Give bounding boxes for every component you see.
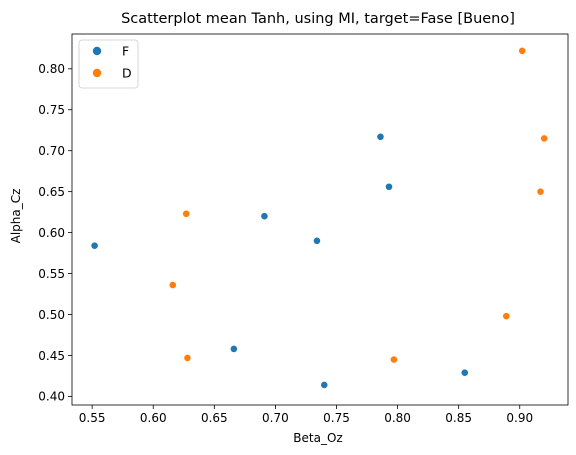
plot-marks — [90, 46, 549, 389]
point-f-2 — [260, 212, 269, 221]
point-d-1 — [182, 209, 191, 218]
x-axis-label: Beta_Oz — [293, 431, 342, 445]
legend: FD — [78, 39, 139, 89]
x-tick-label: 0.55 — [79, 411, 106, 425]
y-tick-label: 0.50 — [38, 308, 65, 322]
point-d-6 — [536, 187, 545, 196]
y-tick-label: 0.55 — [38, 267, 65, 281]
y-tick-label: 0.80 — [38, 62, 65, 76]
point-f-6 — [385, 182, 393, 191]
y-tick-label: 0.40 — [38, 390, 65, 404]
x-tick-label: 0.60 — [140, 411, 167, 425]
legend-label-f: F — [122, 44, 129, 59]
point-f-3 — [313, 236, 321, 245]
axis-ticks: 0.55 0.60 0.65 0.70 0.75 0.80 0.85 0.90 0.40 0.45… — [38, 62, 533, 425]
x-tick-label: 0.65 — [201, 411, 228, 425]
legend-label-d: D — [122, 66, 132, 81]
y-axis-label: Alpha_Cz — [9, 189, 23, 244]
point-d-4 — [502, 312, 511, 321]
point-d-7 — [540, 134, 549, 143]
legend-marker-f — [92, 46, 102, 56]
legend-marker-d — [92, 68, 102, 78]
chart-title: Scatterplot mean Tanh, using MI, target=… — [121, 11, 515, 27]
y-tick-label: 0.45 — [38, 349, 65, 363]
y-tick-label: 0.75 — [38, 103, 65, 117]
point-d-3 — [390, 355, 398, 364]
y-tick-label: 0.65 — [38, 185, 65, 199]
x-tick-label: 0.70 — [262, 411, 289, 425]
point-f-7 — [460, 368, 469, 377]
y-tick-label: 0.60 — [38, 226, 65, 240]
point-d-5 — [518, 46, 527, 55]
point-f-0 — [90, 241, 99, 250]
point-d-2 — [183, 354, 192, 362]
y-tick-label: 0.70 — [38, 144, 65, 158]
x-tick-label: 0.85 — [445, 411, 472, 425]
point-f-5 — [376, 132, 385, 141]
plot-frame — [71, 33, 569, 406]
point-f-1 — [229, 344, 238, 353]
x-tick-label: 0.80 — [384, 411, 411, 425]
x-tick-label: 0.75 — [323, 411, 350, 425]
point-d-0 — [168, 281, 177, 289]
x-tick-label: 0.90 — [506, 411, 533, 425]
point-f-4 — [320, 381, 329, 389]
